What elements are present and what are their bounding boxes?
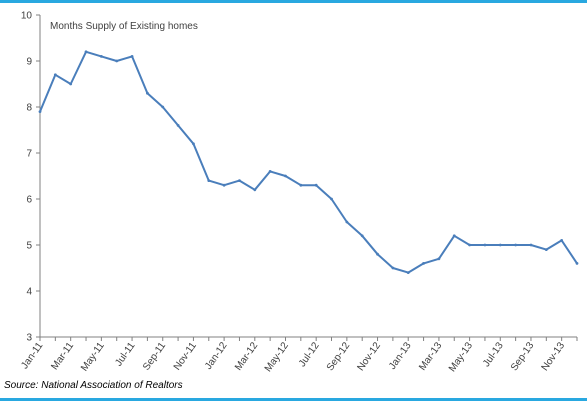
data-point (268, 170, 272, 173)
source-note: Source: National Association of Realtors (4, 380, 183, 391)
data-point (130, 55, 134, 58)
x-tick-label: Jul-13 (481, 340, 506, 369)
data-point (222, 183, 226, 187)
x-axis: Jan-11 Mar-11 May-11 Jul-11 Sep-11 Nov-11 Jan-… (19, 336, 578, 374)
x-tick-label: Jul-11 (113, 340, 137, 368)
data-point (69, 82, 73, 86)
y-tick-label: 7 (26, 149, 32, 160)
data-point (529, 243, 533, 247)
data-point (360, 234, 364, 238)
data-point (38, 110, 42, 113)
data-point (452, 234, 456, 238)
data-point (483, 243, 487, 247)
data-point (299, 183, 303, 187)
data-point (560, 239, 564, 242)
data-point (437, 257, 441, 261)
data-point (207, 179, 211, 183)
x-tick-label: May-11 (79, 340, 107, 373)
y-axis: 3 4 5 6 7 8 9 10 (21, 11, 41, 344)
x-tick-label: Sep-13 (509, 340, 537, 373)
y-tick-label: 9 (26, 57, 32, 68)
data-point (53, 73, 57, 77)
data-point (192, 142, 195, 146)
data-point (115, 59, 119, 63)
data-point (468, 243, 471, 247)
data-point (176, 124, 180, 127)
data-point (345, 220, 349, 224)
data-point (544, 248, 548, 252)
data-point (514, 243, 518, 247)
top-border (0, 0, 587, 3)
x-tick-label: Sep-11 (141, 340, 168, 372)
x-tick-label: Jan-13 (387, 340, 414, 372)
x-tick-label: Jul-12 (297, 340, 322, 369)
series-line (39, 50, 578, 274)
x-tick-label: May-13 (447, 340, 475, 374)
x-tick-label: Jan-12 (203, 340, 230, 372)
data-point (84, 50, 88, 54)
x-tick-label: Jan-11 (19, 340, 45, 371)
data-point (99, 55, 103, 58)
x-tick-label: Mar-13 (417, 340, 444, 373)
data-point (146, 91, 149, 95)
data-point (314, 183, 318, 187)
x-tick-label: Nov-13 (540, 340, 568, 373)
data-point (330, 197, 333, 201)
x-tick-label: Mar-12 (233, 340, 260, 373)
data-point (253, 188, 257, 192)
data-point (406, 271, 410, 274)
series-group (38, 50, 579, 274)
x-tick-label: May-12 (263, 340, 291, 374)
data-point (575, 262, 579, 265)
x-tick-label: Nov-11 (172, 340, 199, 372)
chart-title: Months Supply of Existing homes (50, 21, 198, 32)
y-tick-label: 8 (26, 103, 32, 114)
y-tick-label: 4 (26, 287, 32, 298)
x-tick-label: Nov-12 (355, 340, 383, 373)
y-tick-label: 6 (26, 195, 32, 206)
y-tick-label: 5 (26, 241, 32, 252)
data-point (391, 266, 395, 270)
data-point (238, 179, 241, 183)
y-tick-label: 3 (26, 333, 32, 344)
data-point (161, 105, 165, 109)
bottom-border (0, 398, 587, 401)
data-point (422, 262, 425, 265)
data-point (376, 252, 379, 256)
y-tick-label: 10 (21, 11, 33, 22)
x-tick-label: Sep-12 (325, 340, 353, 373)
data-point (498, 243, 502, 247)
data-point (284, 174, 287, 178)
x-tick-label: Mar-11 (49, 340, 76, 372)
